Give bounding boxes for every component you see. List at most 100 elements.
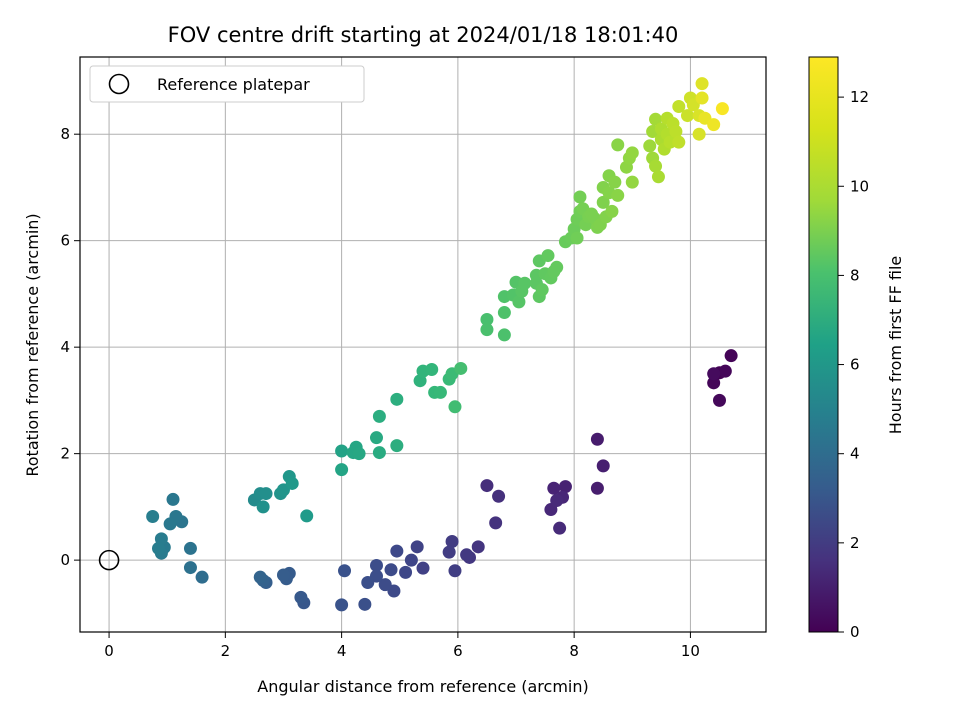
data-point [358,597,372,611]
x-tick-label: 10 [681,642,700,660]
data-point [256,500,270,514]
data-point [535,283,549,297]
data-point [590,481,604,495]
data-point [285,476,299,490]
data-point [672,100,686,114]
y-axis-ticks: 0 2 4 6 8 [60,125,80,569]
data-point [497,328,511,342]
data-point [590,432,604,446]
data-point [448,564,462,578]
data-point [372,446,386,460]
data-point [480,312,494,326]
data-point [497,306,511,320]
data-point [672,135,686,149]
data-point [550,260,564,274]
data-point [183,561,197,575]
x-axis-label: Angular distance from reference (arcmin) [257,677,588,696]
data-point [718,364,732,378]
data-point [276,568,290,582]
data-point [384,563,398,577]
data-point [608,175,622,189]
x-tick-label: 8 [569,642,579,660]
colorbar-label: Hours from first FF file [886,256,905,435]
data-point [335,444,349,458]
data-point [480,479,494,493]
data-point [146,509,160,523]
colorbar-gradient [808,56,839,633]
data-point [611,138,625,152]
data-point [712,393,726,407]
data-point [492,489,506,503]
data-point [669,125,683,139]
y-tick-label: 2 [60,445,70,463]
data-point [692,127,706,141]
data-point [724,349,738,363]
data-point [294,590,308,604]
colorbar-tick-label: 8 [850,266,860,284]
data-point [372,409,386,423]
reference-platepar-marker [98,549,120,571]
data-point [553,521,567,535]
y-tick-label: 0 [60,551,70,569]
x-tick-label: 0 [104,642,114,660]
data-point [378,578,392,592]
y-tick-label: 4 [60,338,70,356]
colorbar-tick-label: 4 [850,445,860,463]
data-point [300,509,314,523]
x-tick-label: 6 [453,642,463,660]
data-point [573,190,587,204]
data-point [518,276,532,290]
data-point [410,540,424,554]
data-point [605,204,619,218]
data-point [390,544,404,558]
data-point [259,487,273,501]
data-point [338,564,352,578]
x-axis-ticks: 0 2 4 6 8 10 [104,632,700,660]
data-point [183,541,197,555]
data-point [651,170,665,184]
data-point [681,109,695,123]
data-point [550,493,564,507]
y-tick-label: 8 [60,125,70,143]
data-point [558,480,572,494]
data-point [625,146,639,160]
data-point [253,570,267,584]
data-point [166,492,180,506]
data-point [416,561,430,575]
colorbar-tick-label: 10 [850,177,869,195]
data-point [195,570,209,584]
data-point [442,545,456,559]
data-point [686,98,700,112]
legend-marker [108,73,130,95]
colorbar: 0 2 4 6 8 10 12 Hours from first FF file [808,56,905,641]
data-point [448,400,462,414]
colorbar-ticks: 0 2 4 6 8 10 12 [838,88,869,641]
x-tick-label: 4 [337,642,347,660]
data-points [146,77,738,612]
data-point [163,517,177,531]
colorbar-tick-label: 6 [850,356,860,374]
data-point [570,231,584,245]
data-point [404,553,418,567]
x-tick-label: 2 [221,642,231,660]
data-point [707,376,721,390]
data-point [352,447,366,461]
data-point [695,77,709,91]
data-point [151,541,165,555]
data-point [625,175,639,189]
data-point [335,463,349,477]
plot-frame [79,56,767,633]
legend: Reference platepar [89,65,365,103]
data-point [425,363,439,377]
grid-lines [80,57,766,632]
data-point [695,91,709,105]
data-point [460,548,474,562]
legend-box [89,65,365,103]
colorbar-tick-label: 0 [850,623,860,641]
data-point [454,361,468,375]
data-point [707,118,721,132]
data-point [445,534,459,548]
data-point [643,139,657,153]
colorbar-tick-label: 2 [850,534,860,552]
